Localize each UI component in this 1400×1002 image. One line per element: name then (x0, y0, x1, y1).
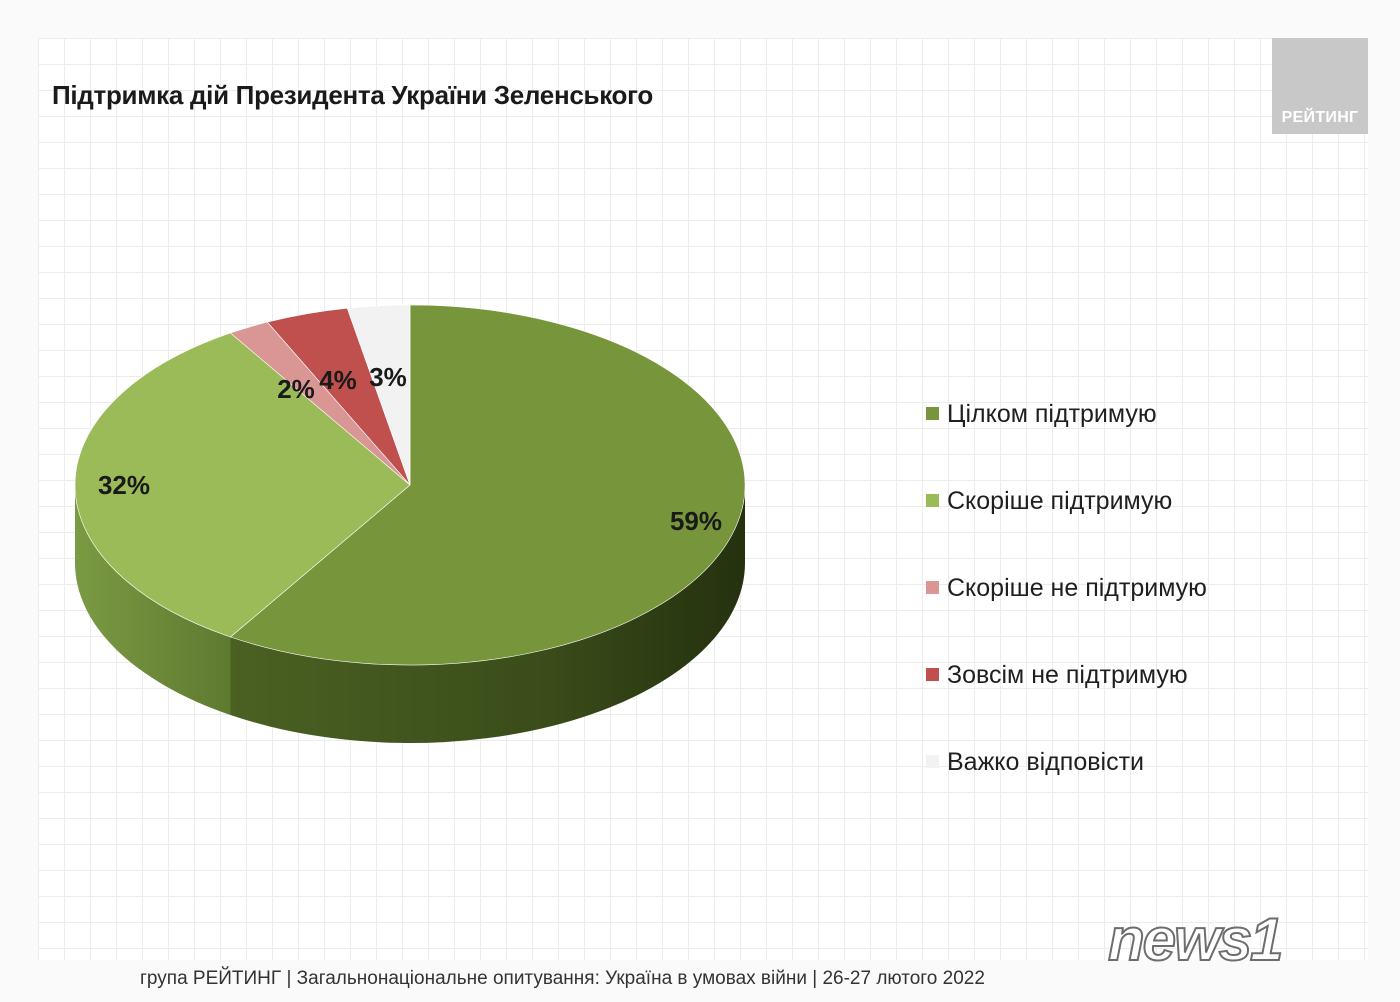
legend-swatch-3 (926, 667, 939, 681)
data-label-4: 3% (369, 362, 407, 392)
data-label-2: 2% (277, 374, 315, 404)
legend-label-1: Скоріше підтримую (947, 487, 1173, 515)
chart-title: Підтримка дій Президента України Зеленсь… (52, 80, 653, 110)
legend-item-4: Важко відповісти (926, 748, 1144, 777)
news1-watermark: news1 (1107, 905, 1284, 974)
legend-swatch-4 (926, 754, 939, 768)
pie-slice-1 (74, 332, 411, 638)
legend-item-0: Цілком підтримую (926, 400, 1157, 429)
rating-logo-text: РЕЙТИНГ (1281, 109, 1359, 126)
pie-side-1 (74, 485, 231, 715)
data-label-0: 59% (670, 506, 722, 536)
pie-slice-0 (229, 304, 746, 666)
legend-label-3: Зовсім не підтримую (947, 661, 1188, 689)
pie-slice-4 (346, 304, 411, 486)
pie-side-0 (230, 485, 745, 743)
legend-swatch-2 (926, 580, 939, 594)
legend-swatch-0 (926, 406, 939, 420)
pie-labels: 59% 32% 2% 4% 3% (98, 362, 722, 536)
rating-logo: РЕЙТИНГ (1272, 38, 1368, 134)
pie-tops (74, 304, 746, 666)
legend-item-1: Скоріше підтримую (926, 487, 1172, 516)
data-label-3: 4% (319, 365, 357, 395)
legend-label-2: Скоріше не підтримую (947, 574, 1207, 602)
legend-item-3: Зовсім не підтримую (926, 661, 1188, 690)
legend-item-2: Скоріше не підтримую (926, 574, 1207, 603)
footer-source: група РЕЙТИНГ | Загальнонаціональне опит… (140, 968, 985, 989)
legend-label-0: Цілком підтримую (947, 400, 1157, 428)
legend-swatch-1 (926, 493, 939, 507)
data-label-1: 32% (98, 470, 150, 500)
legend-label-4: Важко відповісти (947, 748, 1144, 776)
pie-sides (74, 485, 745, 743)
